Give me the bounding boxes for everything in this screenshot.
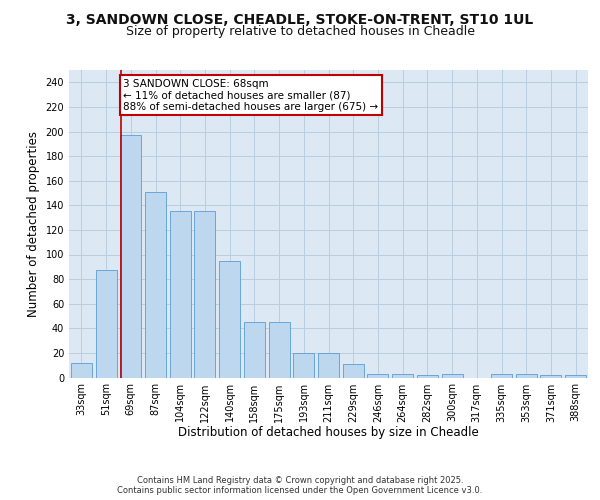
Bar	[565, 375, 586, 378]
Bar	[244, 322, 265, 378]
Bar	[318, 353, 339, 378]
Bar	[392, 374, 413, 378]
Bar	[145, 192, 166, 378]
Y-axis label: Number of detached properties: Number of detached properties	[27, 130, 40, 317]
Bar	[367, 374, 388, 378]
Text: 3 SANDOWN CLOSE: 68sqm
← 11% of detached houses are smaller (87)
88% of semi-det: 3 SANDOWN CLOSE: 68sqm ← 11% of detached…	[123, 78, 379, 112]
Bar	[343, 364, 364, 378]
Bar	[71, 362, 92, 378]
Bar	[417, 375, 438, 378]
Bar	[219, 260, 240, 378]
Bar	[491, 374, 512, 378]
Bar	[120, 135, 141, 378]
X-axis label: Distribution of detached houses by size in Cheadle: Distribution of detached houses by size …	[178, 426, 479, 439]
Bar	[516, 374, 537, 378]
Text: Size of property relative to detached houses in Cheadle: Size of property relative to detached ho…	[125, 25, 475, 38]
Bar	[170, 212, 191, 378]
Bar	[269, 322, 290, 378]
Text: 3, SANDOWN CLOSE, CHEADLE, STOKE-ON-TRENT, ST10 1UL: 3, SANDOWN CLOSE, CHEADLE, STOKE-ON-TREN…	[67, 12, 533, 26]
Bar	[541, 375, 562, 378]
Bar	[194, 212, 215, 378]
Bar	[442, 374, 463, 378]
Bar	[293, 353, 314, 378]
Bar	[95, 270, 116, 378]
Text: Contains HM Land Registry data © Crown copyright and database right 2025.
Contai: Contains HM Land Registry data © Crown c…	[118, 476, 482, 495]
